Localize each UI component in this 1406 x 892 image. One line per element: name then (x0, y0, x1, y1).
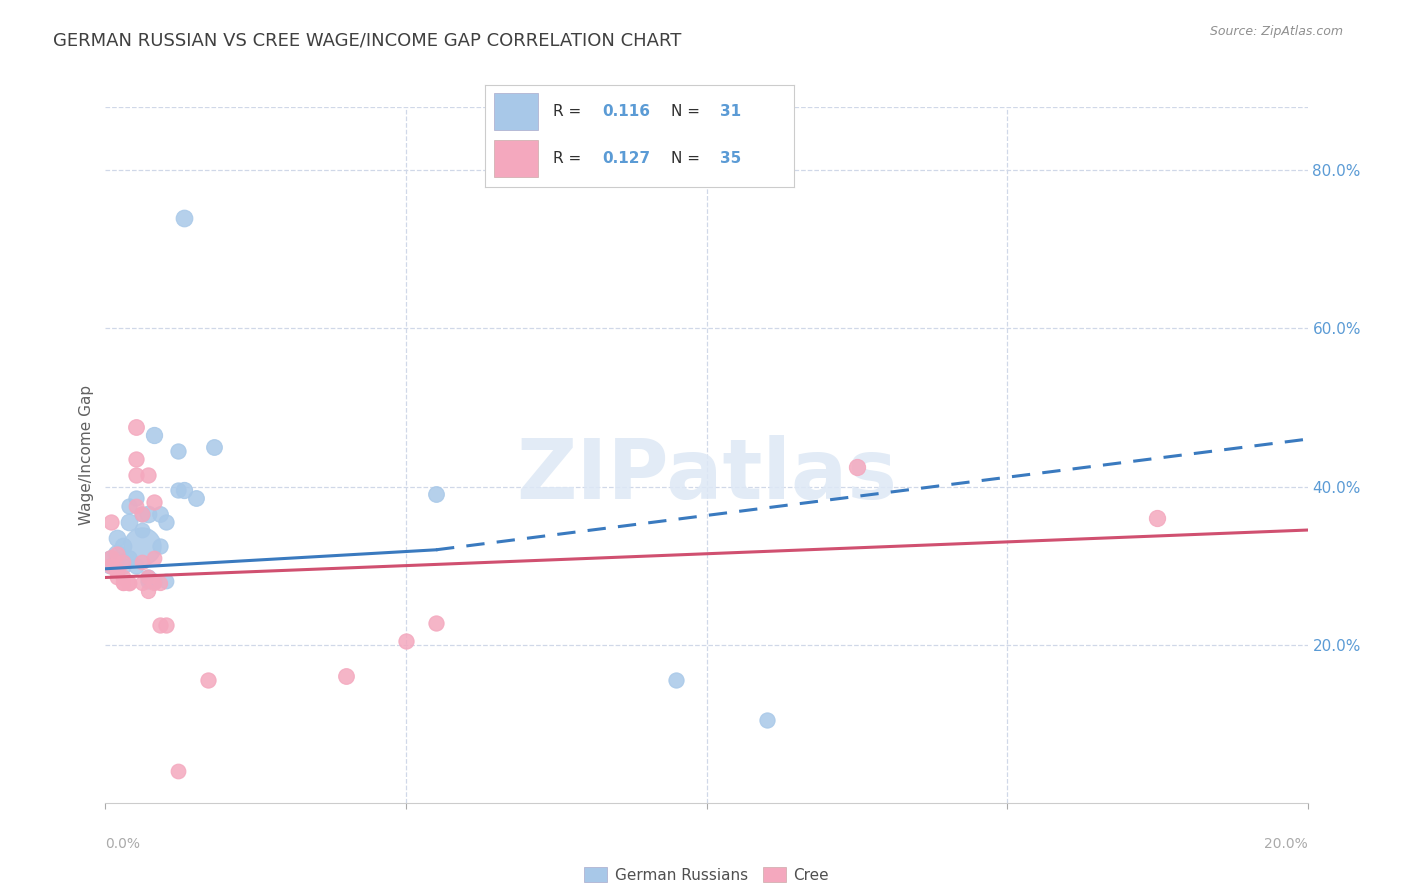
Point (107, 570, 129, 584)
Point (148, 618, 170, 632)
Point (100, 555, 122, 569)
Point (166, 444, 188, 458)
Point (184, 491, 207, 506)
Point (124, 491, 146, 506)
Text: GERMAN RUSSIAN VS CREE WAGE/INCOME GAP CORRELATION CHART: GERMAN RUSSIAN VS CREE WAGE/INCOME GAP C… (53, 31, 682, 49)
Point (131, 507, 153, 521)
Point (124, 467, 146, 482)
FancyBboxPatch shape (495, 93, 537, 130)
Point (112, 576, 135, 591)
Text: ZIPatlas: ZIPatlas (516, 435, 897, 516)
Point (155, 618, 177, 632)
Point (118, 576, 141, 591)
Point (112, 558, 135, 573)
Point (173, 483, 195, 498)
Point (107, 531, 129, 545)
Point (118, 550, 141, 565)
Text: 20.0%: 20.0% (1264, 837, 1308, 851)
Point (107, 547, 129, 561)
Point (155, 515, 177, 529)
Point (100, 558, 122, 573)
Point (142, 576, 165, 591)
Point (124, 500, 146, 514)
Point (131, 507, 153, 521)
Point (131, 576, 153, 591)
Point (131, 555, 153, 569)
Point (112, 555, 135, 569)
Point (425, 487, 447, 501)
Text: Source: ZipAtlas.com: Source: ZipAtlas.com (1209, 25, 1343, 38)
Point (335, 669, 357, 683)
Point (118, 515, 141, 529)
Legend: German Russians, Cree: German Russians, Cree (578, 862, 835, 889)
Point (142, 550, 165, 565)
Point (124, 451, 146, 466)
Point (136, 467, 159, 482)
Y-axis label: Wage/Income Gap: Wage/Income Gap (79, 384, 94, 525)
Text: 31: 31 (720, 103, 741, 119)
Point (142, 574, 165, 589)
Text: 0.0%: 0.0% (105, 837, 141, 851)
Point (136, 570, 159, 584)
Point (112, 570, 135, 584)
Point (136, 583, 159, 598)
Point (124, 558, 146, 573)
Point (142, 428, 165, 442)
Point (148, 507, 170, 521)
Point (107, 563, 129, 577)
Point (148, 539, 170, 553)
Point (1146, 511, 1168, 525)
Point (202, 440, 225, 454)
Point (425, 615, 447, 630)
Point (166, 764, 188, 779)
Point (100, 515, 122, 529)
Point (136, 574, 159, 589)
Text: 0.127: 0.127 (603, 151, 651, 166)
Point (131, 539, 153, 553)
Point (124, 420, 146, 434)
Point (148, 576, 170, 591)
Text: 0.116: 0.116 (603, 103, 651, 119)
Text: N =: N = (671, 151, 704, 166)
Point (755, 713, 778, 727)
Point (142, 495, 165, 509)
Point (173, 211, 195, 225)
Point (136, 507, 159, 521)
Point (197, 673, 219, 688)
Point (166, 483, 188, 498)
Point (136, 570, 159, 584)
Text: R =: R = (553, 151, 586, 166)
Point (118, 500, 141, 514)
Point (107, 547, 129, 561)
Point (665, 673, 688, 688)
Point (155, 574, 177, 589)
Point (112, 576, 135, 591)
Point (395, 633, 418, 648)
Point (112, 539, 135, 553)
Point (131, 523, 153, 537)
Point (118, 576, 141, 591)
Text: N =: N = (671, 103, 704, 119)
FancyBboxPatch shape (495, 140, 537, 177)
Text: R =: R = (553, 103, 586, 119)
Text: 35: 35 (720, 151, 741, 166)
Point (100, 550, 122, 565)
Point (845, 459, 868, 474)
